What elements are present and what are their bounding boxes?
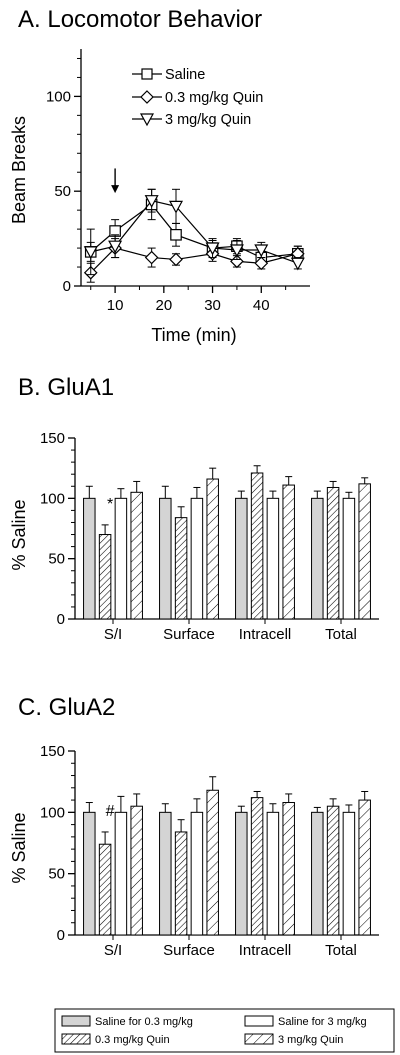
legend-saline-03-label: Saline for 0.3 mg/kg	[95, 1016, 193, 1028]
panel-a-ytick-label: 50	[54, 183, 71, 200]
panel-a-point	[168, 200, 184, 214]
panel-b-category-label: S/I	[104, 626, 122, 643]
panel-a-xlabel: Time (min)	[151, 325, 236, 345]
legend-saline-3-label: Saline for 3 mg/kg	[278, 1016, 367, 1028]
legend-dense-hatch-swatch-icon	[61, 1033, 91, 1045]
panel-b-ytick-label: 0	[57, 611, 65, 628]
panel-c-bar	[326, 805, 340, 936]
panel-a-title: A. Locomotor Behavior	[18, 6, 262, 33]
panel-c-title: C. GluA2	[18, 694, 115, 721]
panel-c-bar	[130, 805, 143, 936]
bar-legend-frame	[54, 1008, 395, 1053]
panel-b-category-label: Intracell	[239, 626, 292, 643]
panel-b-bar	[130, 491, 143, 620]
panel-a-ytick-label: 100	[46, 88, 71, 105]
panel-a-point	[83, 246, 98, 260]
legend-saline-label: Saline	[165, 67, 205, 83]
panel-c-bar	[206, 789, 219, 936]
panel-c-bar	[159, 811, 172, 936]
panel-a-xtick-label: 40	[253, 297, 270, 314]
panel-b-bar	[83, 497, 96, 620]
panel-b-bar	[326, 486, 340, 620]
legend-quin-03-bar-label: 0.3 mg/kg Quin	[95, 1034, 170, 1046]
panel-a-ytick-label: 0	[63, 278, 71, 295]
panel-c-ytick-label: 0	[57, 927, 65, 944]
legend-quin-03-marker-icon	[132, 90, 162, 104]
panel-b-title: B. GluA1	[18, 374, 114, 401]
panel-b-bar	[266, 497, 280, 620]
panel-a-series-line	[90, 200, 299, 264]
panel-a-xtick-label: 30	[204, 297, 221, 314]
panel-c-category-label: Surface	[163, 942, 215, 959]
legend-quin-3-bar-label: 3 mg/kg Quin	[278, 1034, 343, 1046]
panel-a-point	[144, 195, 159, 208]
panel-c-bar	[311, 811, 324, 936]
panel-a-point	[170, 229, 182, 241]
panel-c-ylabel: % Saline	[9, 812, 29, 883]
panel-b-bar	[114, 497, 128, 620]
panel-c-bar	[114, 811, 128, 936]
legend-quin-03-label: 0.3 mg/kg Quin	[165, 90, 263, 106]
panel-c-significance-marker: #	[106, 803, 115, 820]
legend-gray-swatch-icon	[61, 1015, 91, 1027]
panel-c-category-label: S/I	[104, 942, 122, 959]
panel-b-bar	[250, 472, 264, 620]
panel-c-bar	[358, 799, 371, 936]
panel-a-arrow-head	[111, 185, 120, 194]
panel-a-point	[254, 244, 269, 258]
panel-b-bar	[311, 497, 324, 620]
panel-a-xtick-label: 10	[107, 297, 124, 314]
panel-b-bar	[98, 534, 112, 620]
panel-b-bar	[206, 478, 219, 620]
legend-sparse-hatch-swatch-icon	[244, 1033, 274, 1045]
panel-b-bar	[174, 517, 188, 620]
legend-white-swatch-icon	[244, 1015, 274, 1027]
panel-c-bar	[235, 811, 248, 936]
panel-b-significance-marker: *	[107, 496, 113, 513]
panel-b-bar	[235, 497, 248, 620]
panel-c-bar	[266, 811, 280, 936]
bar-legend: Saline for 0.3 mg/kg Saline for 3 mg/kg …	[54, 1008, 395, 1053]
legend-saline-marker-icon	[132, 68, 162, 80]
panel-b-ytick-label: 150	[40, 430, 65, 447]
panel-b-category-label: Surface	[163, 626, 215, 643]
panel-c-bar	[174, 831, 188, 936]
panel-a-point	[108, 240, 123, 254]
panel-c-category-label: Total	[325, 942, 357, 959]
panel-b-bar	[342, 497, 356, 620]
panel-c-bar	[250, 797, 264, 936]
panel-b-bar	[159, 497, 172, 620]
panel-b-bar	[282, 484, 295, 620]
panel-c-bar	[83, 811, 96, 936]
panel-a-point	[229, 244, 244, 258]
panel-b-ylabel: % Saline	[9, 499, 29, 570]
panel-b-ytick-label: 50	[48, 551, 65, 568]
panel-c-bar	[342, 811, 356, 936]
panel-c-ytick-label: 100	[40, 804, 65, 821]
panel-a-ylabel: Beam Breaks	[9, 116, 29, 224]
panel-a-point	[144, 250, 159, 265]
panel-c-category-label: Intracell	[239, 942, 292, 959]
panel-c-bar	[190, 811, 204, 936]
panel-a-xtick-label: 20	[155, 297, 172, 314]
legend-quin-3-marker-icon	[132, 113, 162, 127]
legend-quin-3-label: 3 mg/kg Quin	[165, 112, 251, 128]
panel-a-point	[290, 257, 305, 271]
panel-c-ytick-label: 50	[48, 866, 65, 883]
panel-c-bar	[282, 802, 295, 936]
panel-b-bar	[190, 497, 204, 620]
panel-b-bar	[358, 483, 371, 620]
panel-b-ytick-label: 100	[40, 490, 65, 507]
panel-c-bar	[98, 843, 112, 936]
panel-a-point	[169, 252, 183, 267]
panel-a-point	[205, 242, 220, 256]
panel-a-legend: Saline 0.3 mg/kg Quin 3 mg/kg Quin	[132, 67, 263, 128]
panel-c-ytick-label: 150	[40, 743, 65, 760]
panel-b-category-label: Total	[325, 626, 357, 643]
panel-a-point	[254, 256, 269, 271]
